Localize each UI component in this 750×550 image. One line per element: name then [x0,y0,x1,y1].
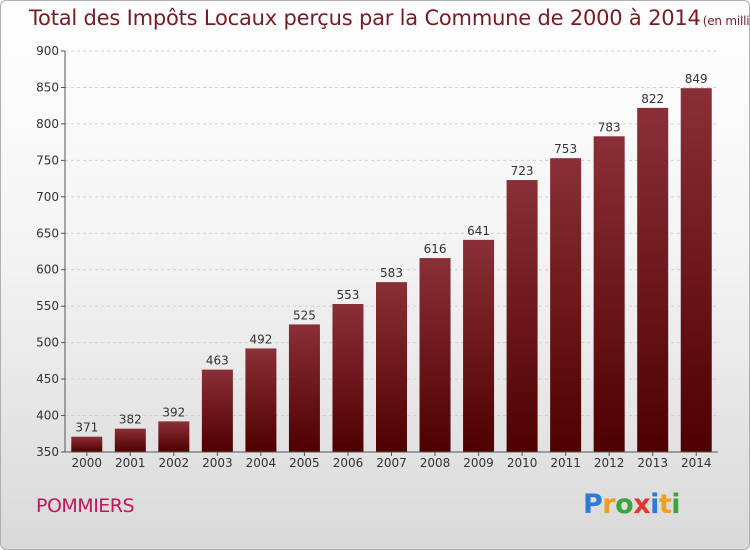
bar-2001 [114,428,146,452]
x-tick-label-2007: 2007 [376,456,407,470]
bar-2013 [637,107,669,453]
x-tick-label-2014: 2014 [681,456,712,470]
commune-name: POMMIERS [36,495,135,517]
bar-2007 [376,282,407,452]
data-label-2005: 525 [293,308,316,322]
logo-letter: o [615,489,634,520]
y-tick-label: 500 [36,336,59,350]
data-label-2011: 753 [554,142,577,156]
logo-letter: i [671,489,681,520]
x-tick-label-2006: 2006 [333,456,364,470]
data-label-2008: 616 [424,242,447,256]
data-label-2010: 723 [511,164,534,178]
proxiti-logo: Proxiti [583,489,681,520]
chart-title: Total des Impôts Locaux perçus par la Co… [29,6,750,30]
y-tick-label: 900 [36,44,59,58]
y-tick-label: 600 [36,263,59,277]
x-tick-label-2011: 2011 [550,456,581,470]
x-tick-label-2009: 2009 [463,456,494,470]
x-tick-label-2008: 2008 [420,456,451,470]
x-tick-label-2010: 2010 [507,456,538,470]
unit-note: (en milliers d'€) [702,14,750,28]
data-label-2007: 583 [380,266,403,280]
data-label-2006: 553 [337,288,360,302]
bar-2004 [245,348,277,452]
y-tick-label: 700 [36,190,59,204]
x-tick-label-2012: 2012 [594,456,625,470]
y-tick-label: 550 [36,299,59,313]
y-tick-label: 400 [36,409,59,423]
y-tick-label: 450 [36,372,59,386]
y-tick-label: 850 [36,80,59,94]
bar-2006 [332,303,364,452]
logo-letter: P [583,489,603,520]
x-tick-label-2013: 2013 [637,456,668,470]
data-label-2013: 822 [641,92,664,106]
x-tick-label-2004: 2004 [246,456,277,470]
y-tick-label: 650 [36,226,59,240]
x-tick-label-2005: 2005 [289,456,320,470]
bar-2011 [550,158,582,452]
data-label-2014: 849 [685,72,708,86]
bar-2002 [158,421,190,452]
y-tick-label: 750 [36,153,59,167]
y-tick-label: 350 [36,445,59,459]
data-label-2002: 392 [162,405,185,419]
bar-2005 [288,324,320,452]
x-tick-label-2001: 2001 [115,456,146,470]
data-label-2004: 492 [249,332,272,346]
logo-letter: x [633,489,651,520]
bar-2000 [71,436,103,452]
x-tick-label-2003: 2003 [202,456,233,470]
bar-2003 [201,369,233,452]
bar-2012 [593,136,625,452]
logo-letter: r [602,489,616,520]
bar-2008 [419,258,451,452]
bar-2009 [463,239,495,452]
bar-2014 [680,88,712,452]
x-tick-label-2000: 2000 [71,456,102,470]
y-tick-label: 800 [36,117,59,131]
logo-letter: t [658,489,672,520]
bar-chart: 371 382 392 463 492 525 553 583 616 641 723 753 783 8… [36,44,718,470]
data-label-2003: 463 [206,354,229,368]
data-label-2001: 382 [119,413,142,427]
data-label-2009: 641 [467,224,490,238]
data-label-2000: 371 [75,421,98,435]
x-tick-label-2002: 2002 [159,456,190,470]
data-label-2012: 783 [598,120,621,134]
bar-2010 [506,180,538,453]
chart-title-text: Total des Impôts Locaux perçus par la Co… [29,6,701,30]
logo-letter: i [650,489,659,520]
